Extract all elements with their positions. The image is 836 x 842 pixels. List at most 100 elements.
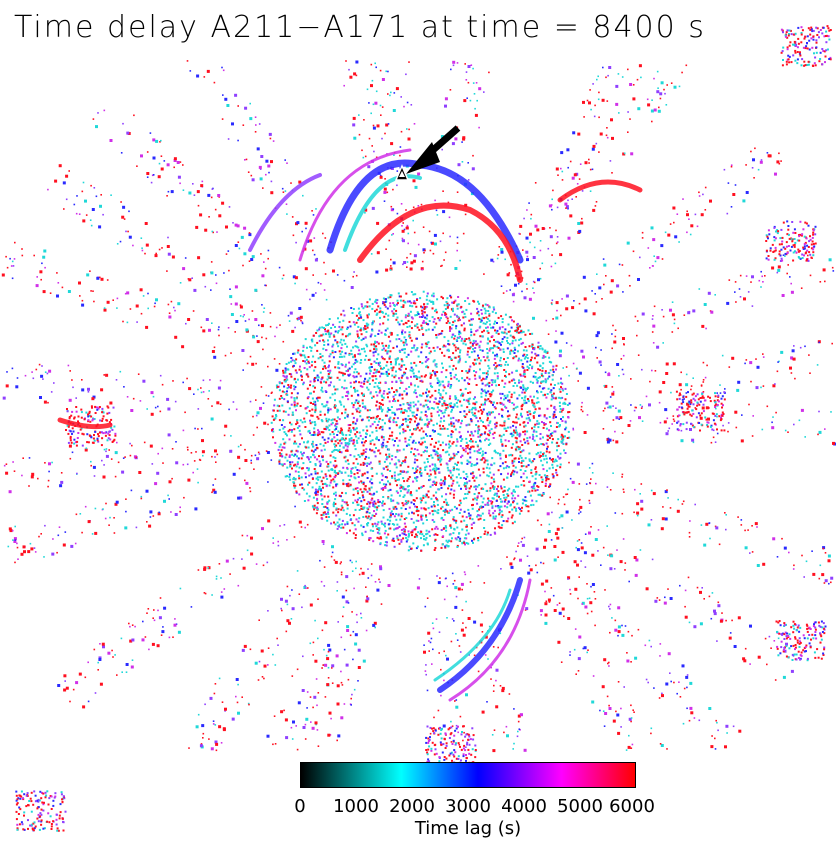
map-speck [467, 382, 469, 385]
map-speck [402, 448, 405, 451]
map-speck [425, 536, 428, 539]
map-speck [501, 414, 503, 417]
map-speck [688, 621, 691, 624]
map-speck [491, 381, 494, 384]
map-speck [343, 379, 346, 382]
map-speck [344, 411, 347, 414]
map-speck [667, 588, 669, 590]
map-speck [402, 460, 405, 463]
map-speck [390, 434, 393, 437]
map-speck [345, 532, 348, 535]
map-speck [367, 568, 369, 570]
map-speck [477, 539, 480, 542]
map-speck [484, 394, 487, 397]
map-speck [365, 322, 368, 325]
map-speck [512, 357, 515, 360]
map-speck [438, 424, 441, 427]
map-speck [443, 415, 445, 418]
map-speck [393, 391, 396, 393]
map-speck [478, 484, 481, 487]
map-speck [371, 497, 374, 500]
map-speck [327, 643, 331, 647]
map-speck [567, 430, 570, 433]
map-speck [357, 503, 360, 506]
map-speck [391, 387, 393, 390]
map-speck [388, 437, 391, 440]
map-speck [280, 449, 283, 452]
map-speck [346, 345, 348, 348]
map-speck [391, 523, 394, 525]
map-speck [391, 539, 394, 542]
map-speck [493, 494, 496, 496]
map-speck [342, 509, 345, 512]
map-speck [515, 446, 518, 449]
map-speck [294, 369, 297, 372]
map-speck [531, 427, 533, 430]
map-speck [490, 502, 493, 505]
map-speck [450, 402, 453, 405]
map-speck [288, 475, 291, 478]
map-speck [432, 360, 435, 363]
map-speck [705, 522, 709, 526]
map-speck [499, 685, 502, 687]
map-speck [465, 626, 467, 629]
map-speck [451, 457, 454, 460]
map-speck [500, 343, 502, 346]
map-speck [830, 581, 832, 584]
map-speck [453, 519, 456, 522]
map-speck [518, 325, 521, 328]
map-speck [483, 533, 486, 535]
map-speck [569, 477, 572, 480]
map-speck [371, 323, 374, 326]
map-speck [470, 438, 473, 441]
map-speck [537, 354, 540, 357]
map-speck [725, 514, 727, 516]
map-speck [401, 393, 404, 396]
map-speck [309, 432, 311, 434]
map-speck [366, 305, 369, 308]
map-speck [477, 354, 479, 357]
map-speck [474, 440, 477, 443]
map-speck [350, 349, 353, 352]
map-speck [587, 649, 589, 651]
map-speck [459, 332, 462, 335]
map-speck [548, 601, 551, 603]
map-speck [492, 401, 495, 404]
map-speck [548, 375, 551, 378]
map-speck [445, 376, 448, 379]
map-speck [316, 729, 319, 731]
map-speck [515, 509, 518, 512]
map-speck [326, 400, 329, 403]
map-speck [452, 321, 455, 324]
map-speck [357, 393, 360, 396]
map-speck [606, 440, 610, 444]
map-speck [324, 367, 327, 370]
map-speck [496, 377, 499, 380]
map-speck [391, 476, 394, 479]
map-speck [344, 460, 347, 463]
map-speck [432, 320, 435, 323]
map-speck [336, 590, 338, 592]
map-speck [537, 346, 540, 349]
map-speck [558, 498, 560, 501]
map-speck [514, 329, 517, 332]
map-speck [384, 381, 387, 384]
map-speck [520, 461, 523, 464]
map-speck [532, 435, 535, 438]
map-speck [400, 515, 403, 518]
map-speck [508, 487, 511, 490]
map-speck [463, 497, 465, 500]
map-speck [416, 376, 419, 379]
map-speck [442, 724, 446, 728]
map-speck [715, 526, 719, 530]
map-speck [375, 302, 378, 305]
map-speck [314, 493, 317, 496]
map-speck [701, 587, 703, 589]
map-speck [325, 333, 327, 336]
map-speck [524, 433, 527, 436]
map-speck [486, 501, 489, 504]
map-speck [373, 492, 376, 495]
map-speck [822, 547, 825, 550]
map-speck [313, 379, 316, 382]
map-speck [387, 368, 390, 371]
